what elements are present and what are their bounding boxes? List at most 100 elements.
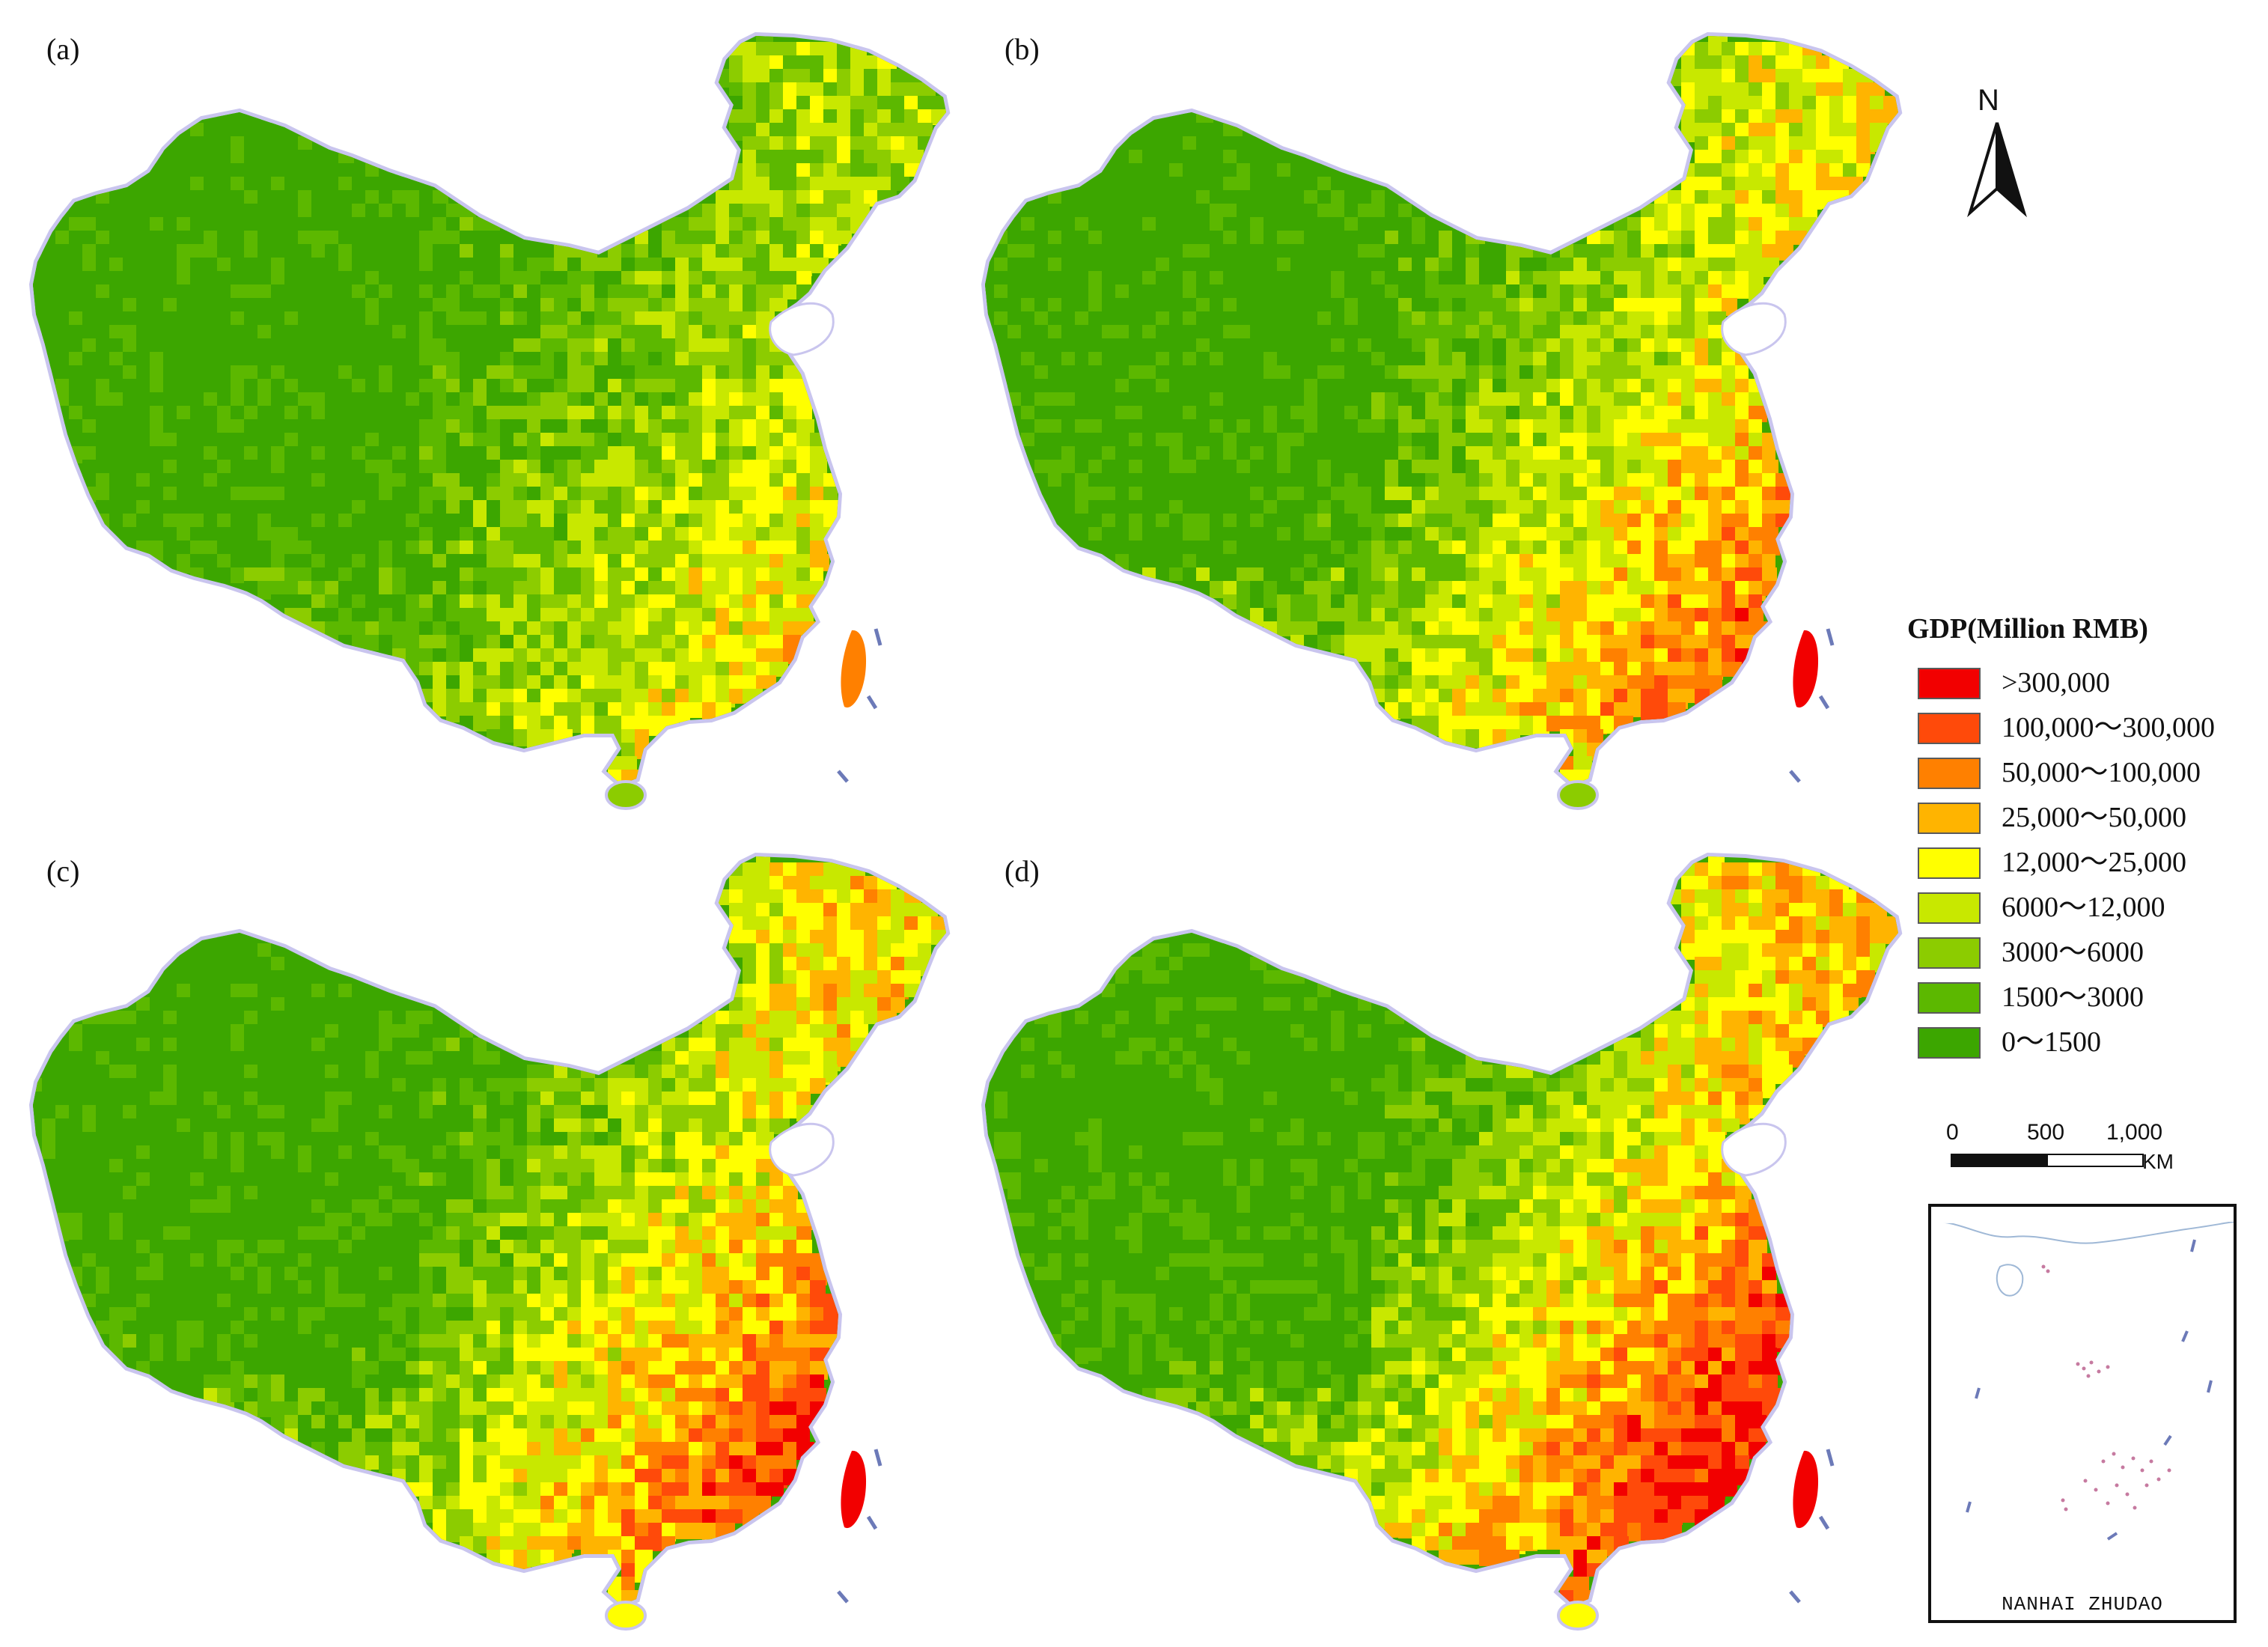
county-cell: [392, 487, 409, 503]
county-cell: [204, 433, 217, 446]
county-cell: [1344, 190, 1359, 205]
county-cell: [271, 446, 285, 460]
county-cell: [392, 419, 408, 433]
county-cell: [446, 1038, 460, 1051]
county-cell: [1546, 716, 1563, 731]
county-cell: [1533, 473, 1546, 488]
county-cell: [796, 231, 813, 248]
county-cell: [1169, 567, 1185, 581]
county-cell: [244, 460, 257, 476]
county-cell: [1735, 284, 1750, 299]
county-cell: [1210, 217, 1225, 234]
county-cell: [1600, 702, 1615, 717]
county-cell: [446, 594, 462, 611]
county-cell: [1493, 338, 1508, 355]
county-cell: [675, 446, 690, 463]
county-cell: [1358, 204, 1374, 217]
county-cell: [406, 1092, 420, 1108]
county-cell: [433, 541, 449, 555]
county-cell: [716, 460, 731, 473]
county-cell: [1169, 473, 1186, 488]
county-cell: [1681, 406, 1695, 421]
county-cell: [392, 284, 406, 301]
county-cell: [1479, 311, 1495, 326]
county-cell: [473, 379, 487, 393]
county-mosaic: [33, 36, 946, 785]
county-cell: [554, 419, 570, 435]
county-cell: [1506, 352, 1523, 369]
county-cell: [689, 204, 705, 221]
county-cell: [1034, 298, 1052, 315]
county-cell: [460, 284, 473, 300]
county-cell: [1439, 567, 1454, 583]
county-cell: [743, 82, 757, 97]
county-cell: [648, 608, 664, 625]
county-cell: [96, 311, 112, 326]
county-cell: [729, 675, 745, 689]
county-cell: [1250, 271, 1267, 287]
county-cell: [527, 1092, 543, 1106]
county-cell: [325, 244, 339, 258]
county-cell: [662, 365, 676, 379]
county-cell: [1048, 446, 1062, 463]
county-cell: [1654, 352, 1671, 368]
county-cell: [1695, 500, 1710, 515]
county-cell: [500, 352, 513, 368]
county-cell: [217, 123, 233, 137]
county-cell: [756, 217, 773, 234]
county-cell: [1816, 69, 1829, 85]
county-cell: [1304, 177, 1319, 194]
county-cell: [783, 1065, 798, 1080]
county-cell: [433, 621, 448, 636]
county-cell: [513, 419, 530, 435]
county-cell: [325, 217, 339, 231]
county-cell: [338, 379, 356, 393]
county-cell: [513, 258, 528, 274]
county-cell: [796, 446, 813, 460]
county-cell: [1681, 473, 1695, 490]
county-cell: [729, 689, 745, 704]
county-cell: [1627, 365, 1644, 379]
county-cell: [1722, 473, 1735, 490]
county-cell: [1142, 460, 1159, 474]
county-cell: [1493, 244, 1508, 258]
county-cell: [338, 231, 353, 246]
county-cell: [1129, 365, 1143, 379]
county-cell: [123, 1024, 138, 1041]
county-cell: [689, 298, 704, 311]
county-cell: [446, 541, 460, 554]
county-cell: [662, 1078, 676, 1092]
county-cell: [1587, 635, 1602, 651]
county-cell: [257, 136, 272, 153]
county-cell: [487, 338, 500, 356]
county-cell: [163, 365, 177, 382]
county-cell: [1749, 109, 1764, 124]
county-cell: [257, 258, 272, 274]
county-cell: [783, 284, 798, 299]
county-cell: [365, 554, 382, 567]
county-cell: [1344, 298, 1359, 312]
county-cell: [217, 541, 231, 556]
county-cell: [1654, 460, 1668, 477]
county-cell: [1048, 190, 1061, 207]
county-cell: [1573, 284, 1590, 300]
county-cell: [96, 325, 111, 341]
county-cell: [1560, 258, 1573, 273]
county-cell: [500, 500, 517, 514]
county-cell: [608, 675, 622, 689]
county-cell: [311, 527, 326, 541]
county-cell: [1317, 204, 1335, 221]
county-cell: [689, 433, 704, 447]
county-cell: [1061, 419, 1077, 436]
county-cell: [1479, 500, 1493, 516]
county-cell: [217, 567, 231, 582]
county-cell: [1398, 298, 1412, 315]
county-cell: [446, 217, 461, 231]
county-cell: [446, 231, 463, 246]
county-cell: [433, 231, 448, 248]
county-cell: [217, 1065, 231, 1081]
county-cell: [1668, 621, 1685, 636]
county-cell: [1277, 325, 1294, 340]
county-cell: [1479, 258, 1496, 271]
county-cell: [1439, 271, 1453, 287]
